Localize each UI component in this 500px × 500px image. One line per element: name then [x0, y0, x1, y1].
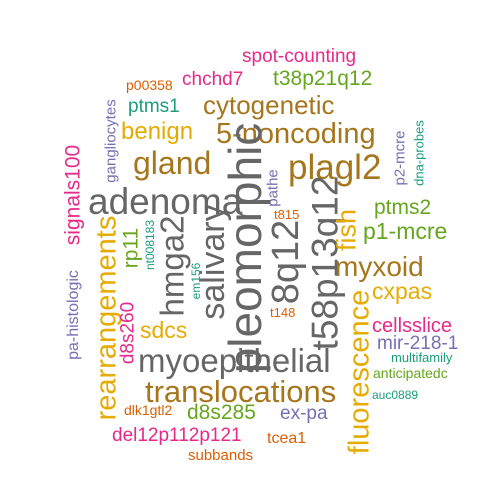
word-8q12: 8q12 [265, 219, 307, 305]
word-del12p112p121: del12p112p121 [112, 425, 242, 446]
word-rp11: rp11 [119, 227, 143, 269]
word-translocations: translocations [145, 374, 337, 409]
word-t38p21q12: t38p21q12 [273, 67, 373, 90]
word-subbands: subbands [188, 447, 254, 464]
word-adenoma: adenoma [88, 181, 243, 222]
word-benign: benign [121, 118, 194, 145]
word-hmga2: hmga2 [153, 215, 191, 317]
word-sdcs: sdcs [140, 317, 188, 343]
word-myxoid: myxoid [335, 251, 424, 282]
word-p00358: p00358 [126, 77, 173, 93]
word-ex-pa: ex-pa [280, 403, 328, 424]
word-dlk1gtl2: dlk1gtl2 [124, 402, 173, 418]
word-d8s260: d8s260 [117, 301, 139, 365]
word-signals100: signals100 [61, 144, 85, 246]
word-p2-mcre: p2-mcre [391, 130, 409, 186]
word-ptms1: ptms1 [128, 96, 180, 117]
word-anticipatedc: anticipatedc [373, 365, 448, 381]
word-mir-218-1: mir-218-1 [377, 333, 459, 354]
word-tcea1: tcea1 [267, 430, 307, 447]
word-p1-mcre: p1-mcre [363, 218, 448, 244]
word-pa-histologic: pa-histologic [65, 270, 82, 360]
word-t815: t815 [274, 207, 300, 222]
word-chchd7: chchd7 [182, 69, 244, 90]
word-em156: em156 [189, 262, 203, 300]
word-multifamily: multifamily [391, 350, 453, 365]
word-ptms2: ptms2 [374, 196, 432, 219]
word-plagl2: plagl2 [288, 148, 382, 187]
word-dna-probes: dna-probes [411, 120, 427, 186]
word-cellsslice: cellsslice [372, 315, 453, 337]
word-gangliocytes: gangliocytes [102, 99, 120, 183]
word-5-noncoding: 5-noncoding [216, 118, 376, 150]
word-d8s285: d8s285 [187, 401, 256, 424]
word-cytogenetic: cytogenetic [203, 90, 335, 120]
word-gland: gland [133, 145, 212, 181]
word-auc0889: auc0889 [372, 388, 419, 402]
word-t148: t148 [270, 305, 296, 320]
word-fish: fish [331, 208, 362, 252]
word-myoepithelial: myoepithelial [138, 342, 331, 379]
word-cxpas: cxpas [372, 278, 433, 304]
word-fluorescence: fluorescence [343, 289, 376, 455]
word-spot-counting: spot-counting [242, 46, 357, 67]
